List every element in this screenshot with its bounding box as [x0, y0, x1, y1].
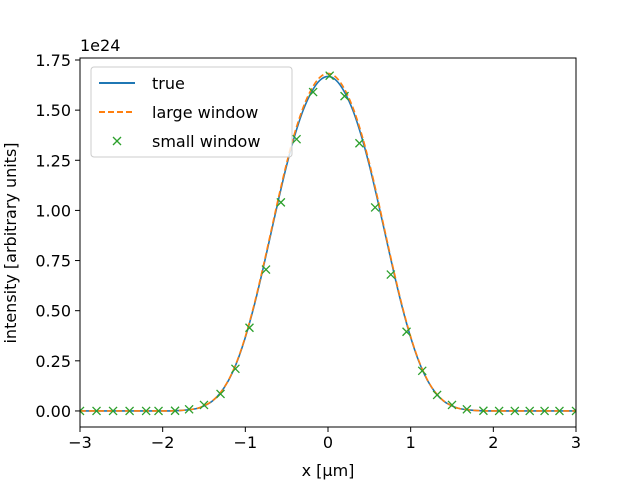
marker-small-window — [261, 265, 271, 275]
marker-small-window — [571, 406, 576, 416]
marker-small-window — [276, 197, 286, 207]
marker-small-window — [525, 406, 535, 416]
marker-small-window — [370, 202, 380, 212]
x-tick-label: −2 — [151, 433, 175, 452]
marker-small-window — [230, 364, 240, 374]
y-tick-label: 1.25 — [35, 151, 71, 170]
legend-swatch-small-window — [112, 136, 122, 146]
marker-small-window — [216, 389, 225, 399]
x-tick-label: −1 — [234, 433, 258, 452]
marker-small-window — [325, 71, 335, 81]
x-tick-label: 2 — [488, 433, 498, 452]
y-tick-label: 1.00 — [35, 201, 71, 220]
marker-small-window — [340, 91, 349, 101]
y-axis-ticks: 0.00 0.25 0.50 0.75 1.00 1.25 1.50 1.75 — [35, 51, 80, 421]
marker-small-window — [540, 406, 550, 416]
marker-small-window — [354, 138, 364, 148]
y-tick-label: 0.25 — [35, 352, 71, 371]
marker-small-window — [80, 406, 85, 416]
marker-small-window — [494, 406, 504, 416]
marker-small-window — [308, 87, 318, 97]
y-axis-label: intensity [arbitrary units] — [1, 142, 20, 343]
legend-box — [90, 66, 293, 158]
y-tick-label: 0.75 — [35, 252, 71, 271]
y-tick-label: 0.00 — [35, 402, 71, 421]
marker-small-window — [402, 327, 411, 337]
x-tick-label: 3 — [571, 433, 581, 452]
y-tick-label: 0.50 — [35, 302, 71, 321]
series-markers — [80, 71, 576, 416]
legend-label-small-window: small window — [152, 132, 260, 151]
marker-small-window — [154, 406, 163, 416]
marker-small-window — [199, 400, 209, 410]
marker-small-window — [184, 404, 194, 414]
marker-small-window — [92, 406, 101, 416]
marker-small-window — [478, 406, 488, 416]
legend-label-large-window: large window — [152, 103, 258, 122]
marker-small-window — [417, 366, 427, 376]
marker-small-window — [462, 404, 472, 414]
x-axis-ticks: −3 −2 −1 0 1 2 3 — [68, 427, 581, 452]
marker-small-window — [510, 406, 520, 416]
marker-small-window — [108, 406, 118, 416]
y-offset-label: 1e24 — [80, 36, 120, 55]
marker-small-window — [170, 406, 180, 416]
marker-small-window — [432, 390, 442, 400]
marker-small-window — [555, 406, 564, 416]
marker-small-window — [141, 406, 151, 416]
x-axis-label: x [μm] — [302, 461, 355, 480]
marker-small-window — [386, 270, 396, 280]
legend: true large window small window — [90, 66, 293, 158]
marker-small-window — [447, 400, 457, 410]
y-tick-label: 1.75 — [35, 51, 71, 70]
marker-small-window — [125, 406, 135, 416]
x-tick-label: 1 — [406, 433, 416, 452]
x-tick-label: 0 — [323, 433, 333, 452]
marker-small-window — [245, 323, 254, 333]
legend-label-true: true — [152, 74, 185, 93]
x-tick-label: −3 — [68, 433, 92, 452]
y-tick-label: 1.50 — [35, 101, 71, 120]
marker-small-window — [292, 134, 302, 144]
